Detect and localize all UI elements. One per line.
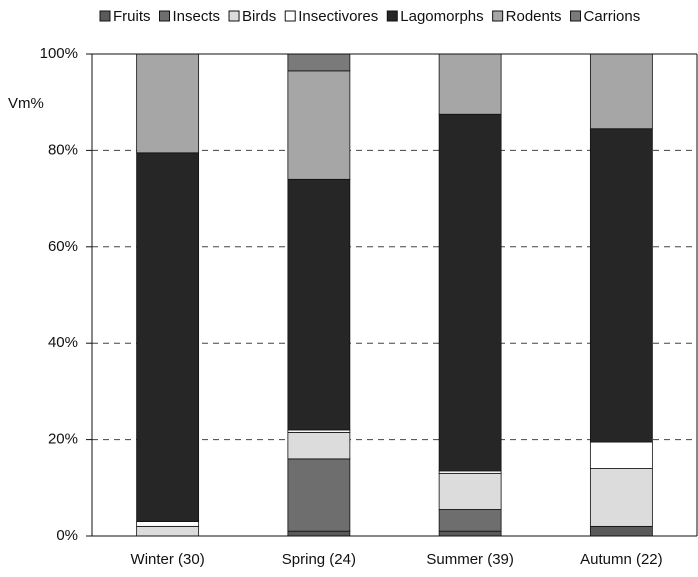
bar-segment [287, 530, 351, 537]
legend-label: Insects [173, 8, 221, 25]
legend-label: Fruits [113, 8, 151, 25]
bar-segment [438, 509, 502, 532]
legend-swatch [159, 10, 170, 22]
bar-segment [287, 458, 351, 532]
y-tick-label: 100% [40, 45, 78, 62]
legend-swatch [99, 10, 111, 22]
legend-label: Birds [242, 8, 276, 25]
x-tick-label: Summer (39) [426, 551, 514, 568]
y-tick-label: 60% [48, 238, 78, 255]
legend-label: Rodents [506, 8, 562, 25]
legend-swatch [570, 10, 582, 22]
bar-segment [589, 525, 653, 537]
bar-segment [136, 525, 200, 537]
y-tick-label: 0% [56, 527, 78, 544]
legend-label: Carrions [584, 8, 641, 25]
bar-segment [287, 178, 351, 431]
bar-segment [589, 128, 653, 443]
bar-segment [136, 53, 200, 154]
legend-label: Lagomorphs [400, 8, 483, 25]
bar-segment [287, 53, 351, 72]
bar-segment [287, 431, 351, 460]
bar-segment [438, 113, 502, 472]
legend-swatch [228, 10, 240, 22]
y-tick-label: 80% [48, 141, 78, 158]
bar-segment [589, 53, 653, 130]
x-tick-label: Autumn (22) [580, 551, 663, 568]
legend-swatch [386, 10, 398, 22]
x-tick-label: Winter (30) [131, 551, 205, 568]
legend-label: Insectivores [298, 8, 378, 25]
x-tick-label: Spring (24) [282, 551, 356, 568]
bar-segment [136, 152, 200, 522]
bar-segment [589, 468, 653, 527]
y-tick-label: 20% [48, 431, 78, 448]
bar-segment [136, 521, 200, 527]
legend-swatch [492, 10, 504, 22]
bar-segment [438, 53, 502, 115]
bar-segment [438, 472, 502, 510]
bar-segment [438, 530, 502, 537]
legend-swatch [284, 10, 296, 22]
bar-segment [589, 441, 653, 469]
y-axis-label: Vm% [8, 95, 44, 112]
y-tick-label: 40% [48, 334, 78, 351]
bar-segment [287, 70, 351, 180]
